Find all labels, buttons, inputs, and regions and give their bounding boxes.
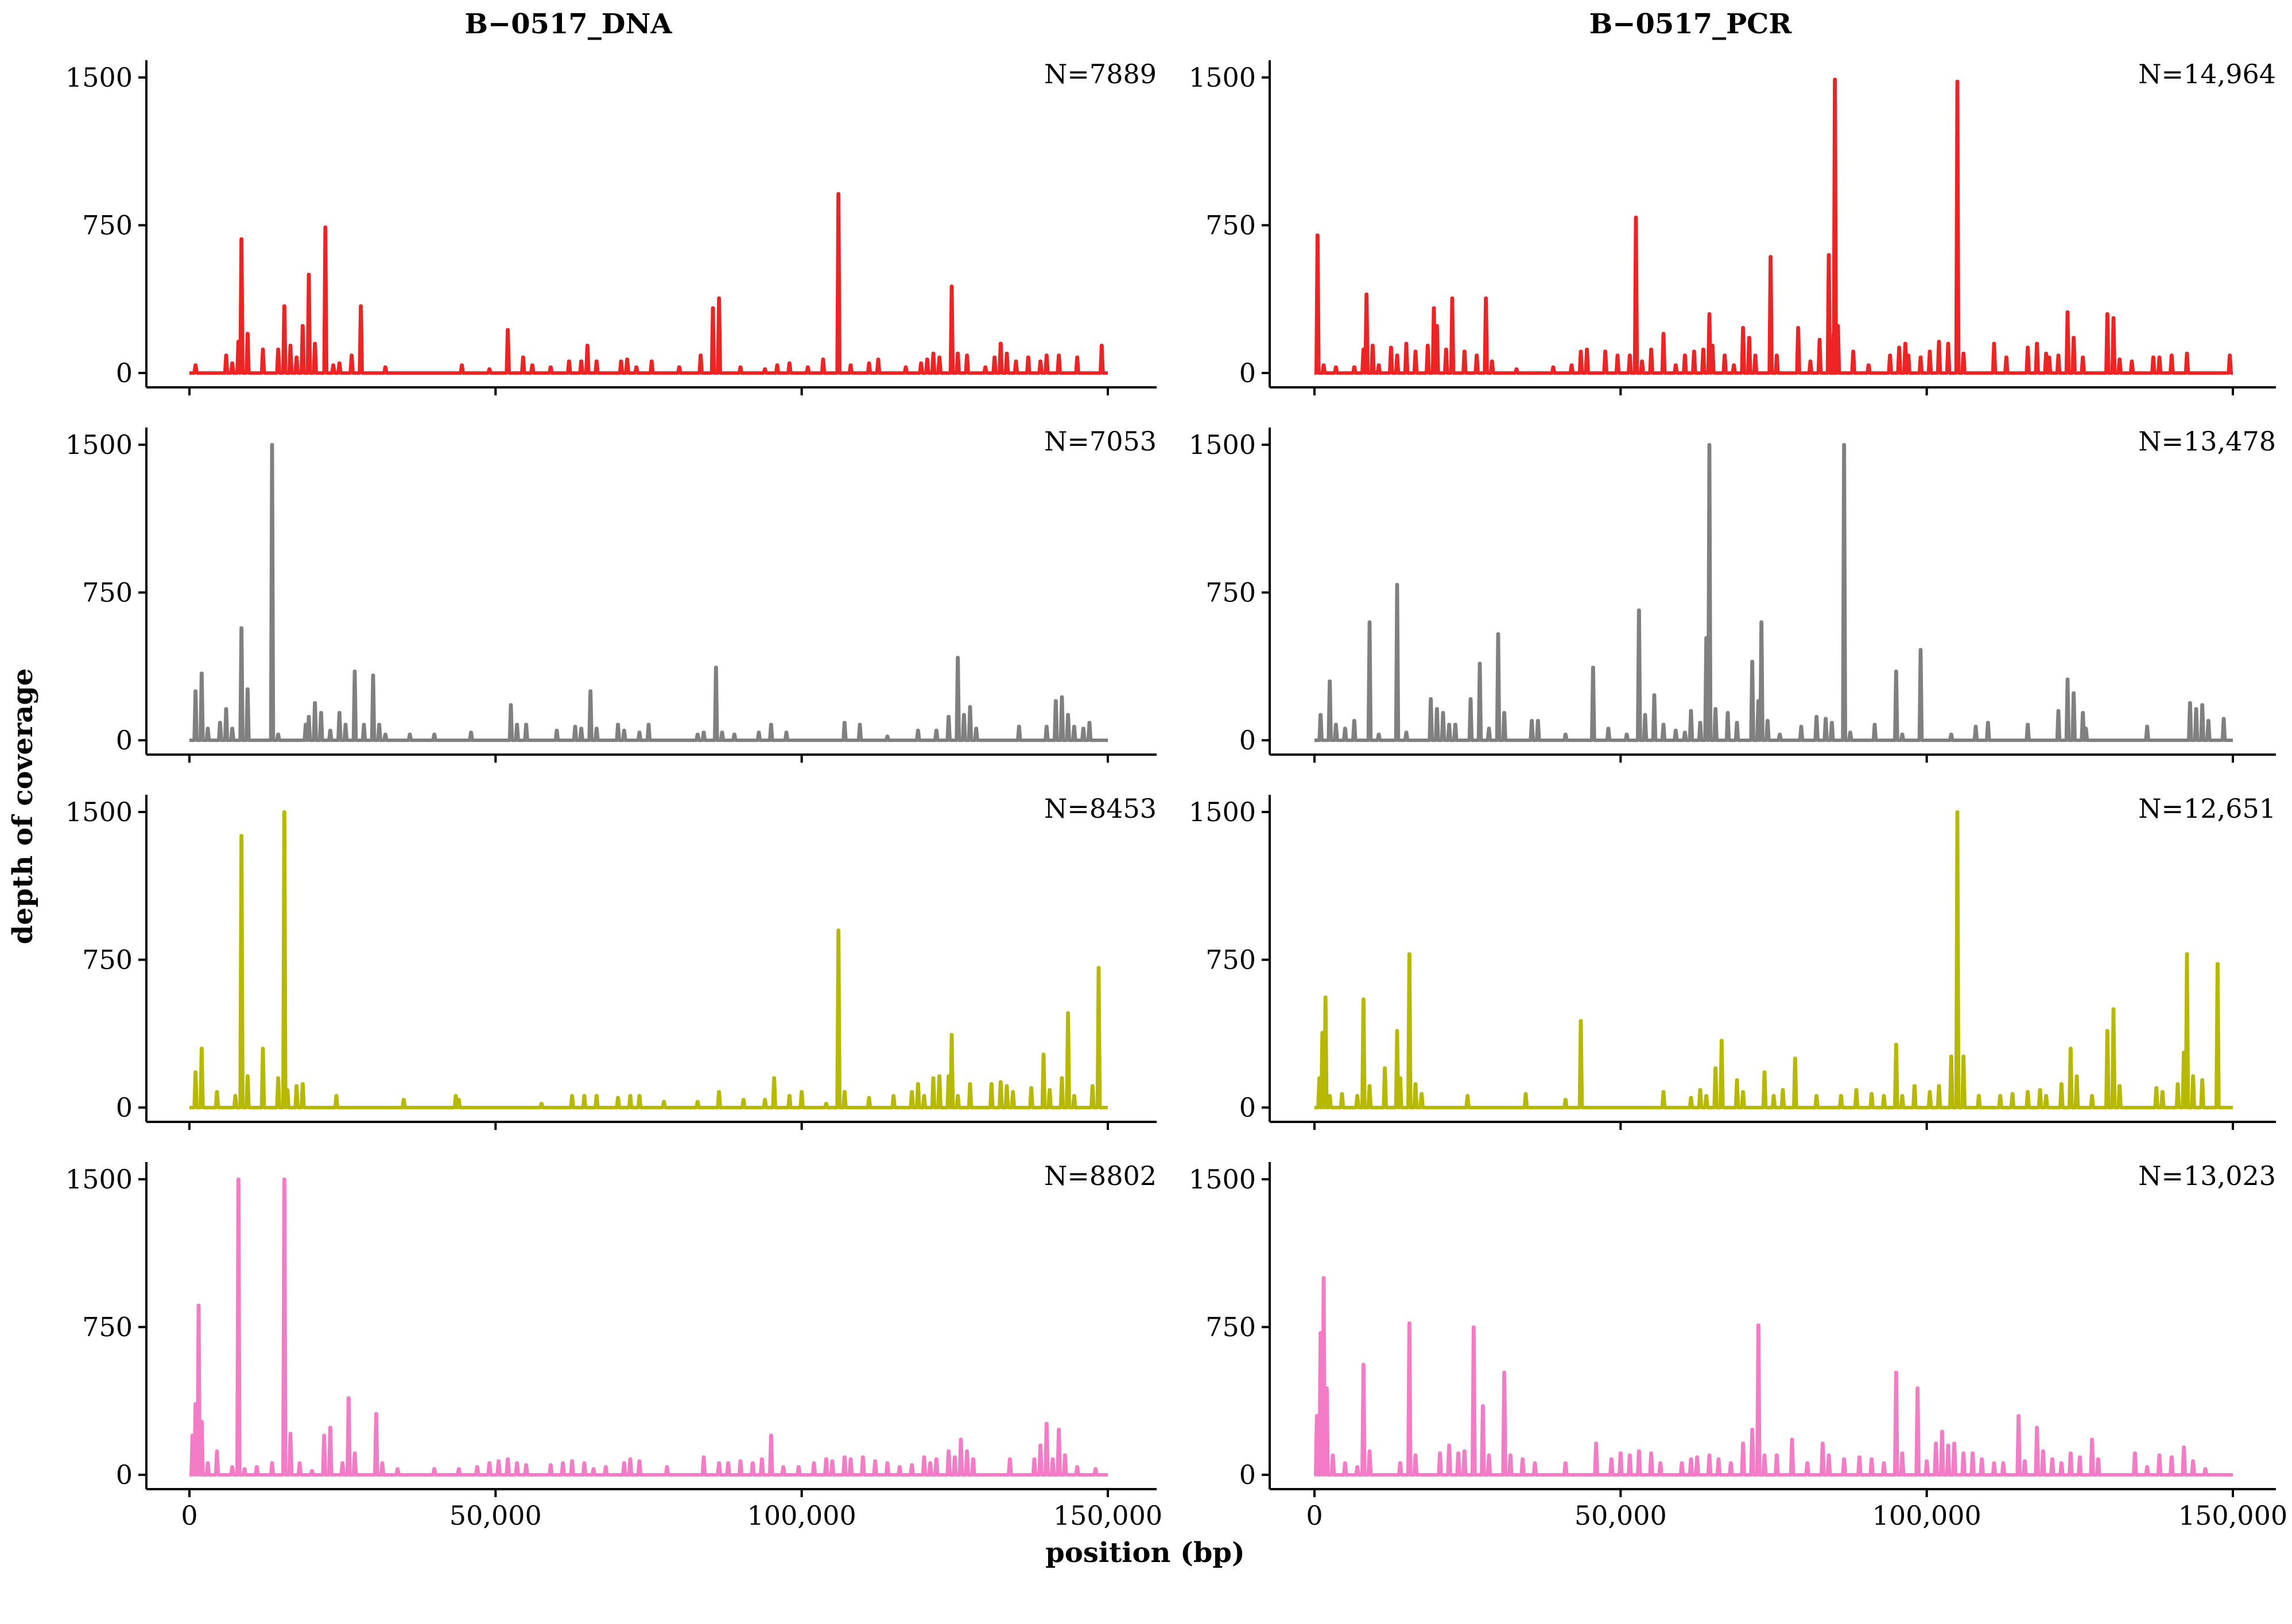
x-tick-label: 0 (1306, 1500, 1323, 1531)
y-tick-label: 1500 (1189, 1164, 1256, 1195)
y-tick-label: 1500 (1189, 62, 1256, 93)
n-count-label: N=12,651 (2138, 793, 2276, 824)
x-tick-label: 50,000 (1574, 1500, 1667, 1531)
y-tick-label: 1500 (65, 62, 133, 93)
coverage-line (1313, 1276, 2233, 1477)
panel-pcr-row-2: 0 750 1500 N=13,478 (1189, 426, 2276, 763)
y-tick-label: 750 (82, 945, 133, 976)
panel-dna-row-1: 0 750 1500 N=7889 (65, 59, 1157, 395)
y-tick-label: 0 (116, 358, 133, 388)
y-tick-label: 1500 (65, 797, 133, 827)
panel-pcr-row-1: 0 750 1500 N=14,964 (1189, 59, 2276, 395)
x-tick-label: 150,000 (1053, 1500, 1162, 1531)
n-count-label: N=7889 (1044, 59, 1157, 90)
x-tick-label: 100,000 (747, 1500, 856, 1531)
x-tick-label: 0 (181, 1500, 197, 1531)
y-tick-label: 750 (1205, 210, 1256, 241)
y-tick-label: 0 (1239, 358, 1256, 388)
column-title-pcr: B−0517_PCR (1589, 8, 1793, 40)
n-count-label: N=13,023 (2138, 1160, 2276, 1191)
n-count-label: N=8453 (1044, 793, 1157, 824)
y-tick-label: 0 (116, 725, 133, 756)
x-tick-label: 100,000 (1872, 1500, 1981, 1531)
y-tick-label: 0 (116, 1092, 133, 1123)
x-axis-label: position (bp) (1045, 1537, 1244, 1569)
y-tick-label: 0 (116, 1459, 133, 1490)
y-tick-label: 750 (1205, 577, 1256, 608)
coverage-line (189, 443, 1108, 742)
coverage-line (189, 810, 1108, 1109)
x-tick-label: 150,000 (2178, 1500, 2287, 1531)
n-count-label: N=14,964 (2138, 59, 2276, 90)
y-tick-label: 0 (1239, 1459, 1256, 1490)
y-tick-label: 750 (82, 577, 133, 608)
y-tick-label: 750 (82, 1312, 133, 1343)
coverage-line (1314, 810, 2233, 1109)
coverage-line (1314, 443, 2233, 742)
panel-pcr-row-4: 0 750 1500 0 50,000 100,000 150,000 N=13,023 (1189, 1160, 2287, 1531)
coverage-line (1314, 77, 2233, 375)
y-tick-label: 1500 (65, 1164, 133, 1195)
y-tick-label: 750 (82, 210, 133, 241)
n-count-label: N=8802 (1044, 1160, 1157, 1191)
y-tick-label: 1500 (1189, 429, 1256, 460)
y-tick-label: 1500 (65, 429, 133, 460)
panel-dna-row-2: 0 750 1500 N=7053 (65, 426, 1157, 763)
column-title-dna: B−0517_DNA (464, 8, 672, 40)
y-axis-label: depth of coverage (7, 669, 39, 945)
y-tick-label: 750 (1205, 945, 1256, 976)
y-tick-label: 0 (1239, 1092, 1256, 1123)
coverage-line (189, 1178, 1108, 1477)
panel-dna-row-4: 0 750 1500 0 50,000 100,000 150,000 N=8802 (65, 1160, 1162, 1531)
y-tick-label: 750 (1205, 1312, 1256, 1343)
panel-dna-row-3: 0 750 1500 N=8453 (65, 793, 1157, 1130)
y-tick-label: 0 (1239, 725, 1256, 756)
panel-pcr-row-3: 0 750 1500 N=12,651 (1189, 793, 2276, 1130)
x-tick-label: 50,000 (449, 1500, 542, 1531)
n-count-label: N=7053 (1044, 426, 1157, 457)
n-count-label: N=13,478 (2138, 426, 2276, 457)
y-tick-label: 1500 (1189, 797, 1256, 827)
coverage-line (189, 192, 1108, 375)
